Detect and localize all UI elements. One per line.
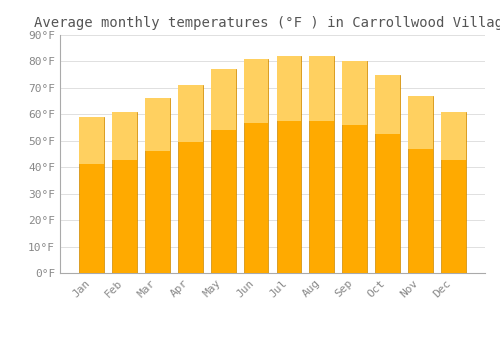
Bar (244, 59, 268, 123)
Bar (211, 69, 236, 273)
Bar (244, 59, 268, 273)
Bar (342, 62, 367, 125)
Bar (112, 112, 137, 273)
Bar (376, 75, 400, 134)
Bar (408, 96, 433, 273)
Bar (276, 56, 301, 121)
Bar (112, 112, 137, 160)
Bar (310, 56, 334, 121)
Bar (80, 117, 104, 273)
Bar (441, 112, 466, 160)
Title: Average monthly temperatures (°F ) in Carrollwood Village: Average monthly temperatures (°F ) in Ca… (34, 16, 500, 30)
Bar (342, 62, 367, 273)
Bar (441, 112, 466, 273)
Bar (276, 56, 301, 273)
Bar (376, 75, 400, 273)
Bar (145, 98, 170, 151)
Bar (211, 69, 236, 131)
Bar (80, 117, 104, 164)
Bar (310, 56, 334, 273)
Bar (408, 96, 433, 149)
Bar (178, 85, 203, 141)
Bar (145, 98, 170, 273)
Bar (178, 85, 203, 273)
